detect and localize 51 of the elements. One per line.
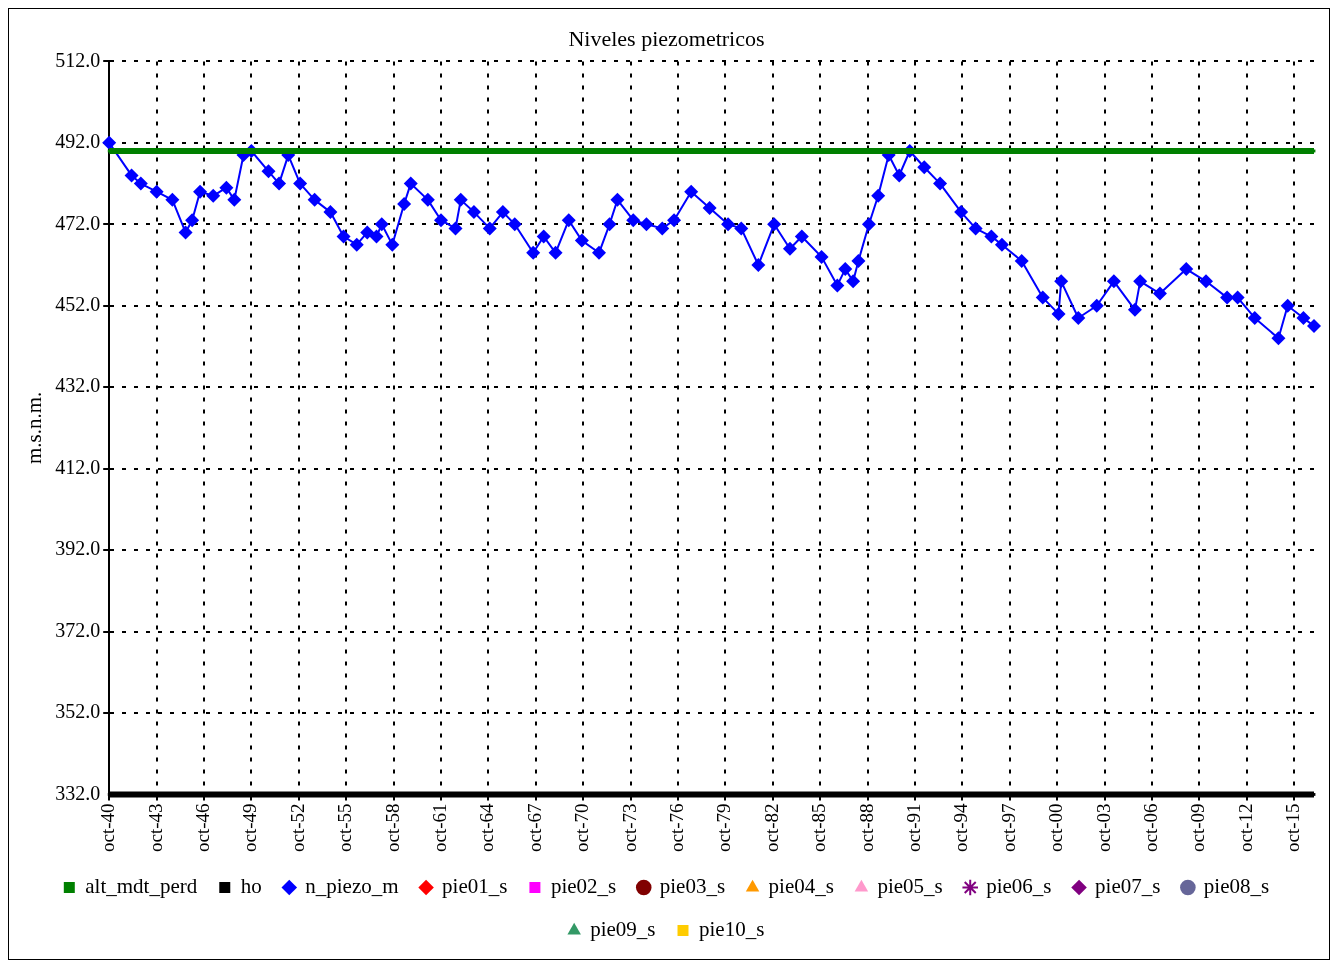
x-tick-label: oct-67 (523, 803, 545, 853)
y-tick-label: 332.0 (55, 781, 101, 804)
x-tick-label: oct-61 (429, 803, 450, 853)
y-tick-label: 492.0 (55, 130, 101, 153)
y-tick-label: 412.0 (55, 455, 101, 478)
x-tick-label: oct-79 (713, 803, 735, 853)
y-tick-label: 372.0 (55, 618, 101, 641)
x-tick-label: oct-73 (618, 803, 640, 853)
legend-label: ho (240, 874, 262, 899)
legend-label: pie01_s (442, 874, 508, 899)
y-tick-label: 352.0 (55, 700, 101, 723)
y-tick-label: 392.0 (55, 537, 101, 560)
legend-label: pie07_s (1095, 874, 1161, 899)
legend-label: pie04_s (768, 874, 834, 899)
legend-label: pie02_s (550, 874, 617, 899)
legend-label: pie03_s (659, 874, 726, 899)
y-axis-title: m.s.n.m. (22, 391, 47, 465)
legend-label: pie10_s (699, 917, 765, 942)
y-tick-label: 432.0 (55, 374, 101, 397)
x-tick-label: oct-12 (1234, 803, 1256, 853)
x-tick-label: oct-03 (1092, 803, 1114, 853)
x-tick-label: oct-52 (286, 803, 308, 853)
x-tick-label: oct-55 (334, 803, 356, 853)
y-tick-label: 452.0 (55, 293, 101, 315)
x-tick-label: oct-46 (191, 803, 213, 853)
legend-label: n_piezo_m (305, 874, 399, 899)
legend-label: pie06_s (986, 874, 1052, 899)
y-tick-label: 472.0 (55, 211, 101, 234)
x-tick-label: oct-40 (97, 803, 119, 853)
legend-label: pie09_s (590, 917, 656, 942)
y-tick-label: 512.0 (55, 48, 101, 71)
x-tick-label: oct-94 (950, 802, 972, 853)
x-tick-label: oct-76 (666, 803, 688, 853)
x-tick-label: oct-85 (808, 803, 830, 853)
x-tick-label: oct-70 (571, 803, 593, 853)
x-tick-label: oct-06 (1140, 803, 1162, 853)
legend-label: pie05_s (877, 874, 943, 899)
legend-label: pie08_s (1203, 874, 1270, 899)
legend-label: alt_mdt_perd (85, 874, 198, 899)
x-tick-label: oct-43 (144, 803, 166, 853)
x-tick-label: oct-00 (1045, 803, 1067, 853)
chart-title: Niveles piezometricos (568, 25, 765, 51)
x-tick-label: oct-58 (381, 803, 403, 853)
x-tick-label: oct-49 (239, 803, 261, 853)
x-tick-label: oct-91 (903, 803, 925, 853)
x-tick-label: oct-64 (476, 802, 498, 853)
x-tick-label: oct-82 (760, 803, 782, 853)
x-tick-label: oct-09 (1187, 803, 1209, 853)
x-tick-label: oct-88 (855, 803, 877, 853)
x-tick-label: oct-15 (1282, 803, 1304, 853)
x-tick-label: oct-97 (997, 803, 1019, 853)
